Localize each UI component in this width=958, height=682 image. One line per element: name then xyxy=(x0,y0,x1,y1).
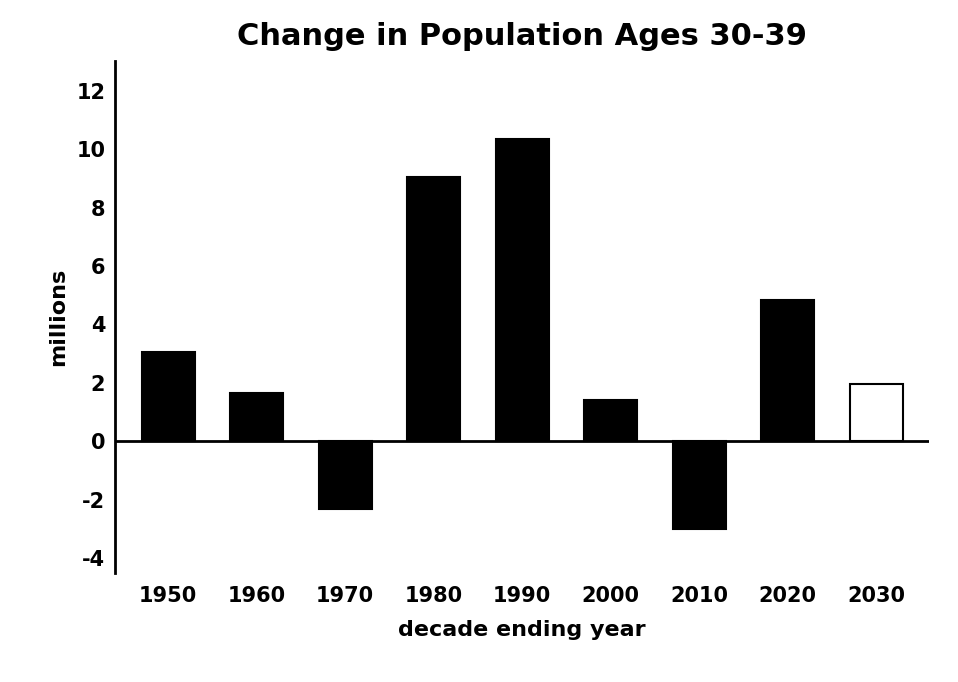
Bar xyxy=(761,299,814,441)
Bar xyxy=(495,139,549,441)
Bar xyxy=(407,177,460,441)
Bar xyxy=(230,393,284,441)
Bar xyxy=(318,441,372,509)
Y-axis label: millions: millions xyxy=(48,268,68,366)
Bar xyxy=(850,385,902,441)
Bar xyxy=(673,441,725,529)
Title: Change in Population Ages 30-39: Change in Population Ages 30-39 xyxy=(238,22,807,50)
Bar xyxy=(584,400,637,441)
X-axis label: decade ending year: decade ending year xyxy=(399,620,646,640)
Bar xyxy=(142,352,194,441)
